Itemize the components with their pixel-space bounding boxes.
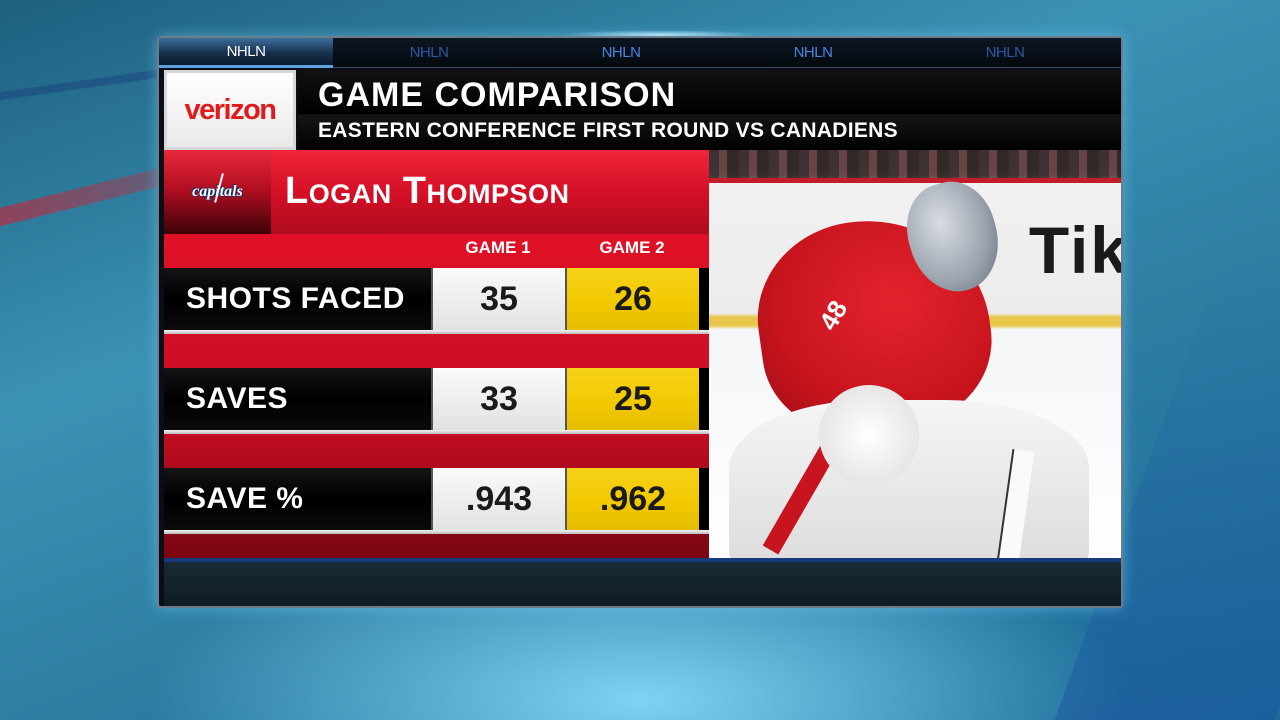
stat-game1-value: .943 <box>431 468 565 530</box>
stat-row-save-pct: SAVE % .943 .962 <box>164 468 709 534</box>
row-end-cap <box>699 368 709 430</box>
stat-label: SAVE % <box>164 468 431 530</box>
team-logo-box: capitals <box>164 150 271 234</box>
row-divider <box>164 530 709 534</box>
bottom-accent-line <box>164 558 1121 562</box>
header-bar: GAME COMPARISON EASTERN CONFERENCE FIRST… <box>298 70 1121 150</box>
network-tab-4[interactable]: NHLN <box>793 44 833 61</box>
photo-board-top <box>709 178 1121 183</box>
goalie-glove <box>819 385 919 485</box>
network-tab-5[interactable]: NHLN <box>985 44 1025 61</box>
player-name-bar: Logan Thompson <box>271 150 709 234</box>
stat-label: SAVES <box>164 368 431 430</box>
stat-game2-value: 26 <box>565 268 699 330</box>
network-tab-bar: NHLN NHLN NHLN NHLN NHLN <box>159 37 1121 68</box>
row-end-cap <box>699 268 709 330</box>
stat-game1-value: 33 <box>431 368 565 430</box>
stat-game1-value: 35 <box>431 268 565 330</box>
page-title: GAME COMPARISON <box>318 76 677 114</box>
row-divider <box>164 430 709 434</box>
network-tab-2[interactable]: NHLN <box>409 44 449 61</box>
sponsor-name: verizon <box>184 93 277 126</box>
network-tab-1[interactable]: NHLN <box>159 37 333 68</box>
stat-game2-value: 25 <box>565 368 699 430</box>
player-name: Logan Thompson <box>285 170 570 212</box>
network-tab-3[interactable]: NHLN <box>601 44 641 61</box>
stat-row-saves: SAVES 33 25 <box>164 368 709 434</box>
column-header-game-2: GAME 2 <box>599 238 665 257</box>
photo-board-text: Tik <box>1028 213 1121 287</box>
game-comparison-panel: NHLN NHLN NHLN NHLN NHLN verizon GAME CO… <box>157 36 1123 608</box>
sponsor-logo: verizon <box>164 70 296 150</box>
column-header-game-1: GAME 1 <box>465 238 531 257</box>
player-photo: Tik 48 <box>709 150 1121 558</box>
row-end-cap <box>699 468 709 530</box>
stats-table: GAME 1 GAME 2 SHOTS FACED 35 26 SAVES 33… <box>164 234 709 558</box>
stat-row-shots-faced: SHOTS FACED 35 26 <box>164 268 709 334</box>
stat-label: SHOTS FACED <box>164 268 431 330</box>
row-divider <box>164 330 709 334</box>
page-subtitle: EASTERN CONFERENCE FIRST ROUND VS CANADI… <box>318 119 898 142</box>
bottom-bar <box>164 562 1121 606</box>
capitals-logo-icon: capitals <box>192 183 243 200</box>
stat-game2-value: .962 <box>565 468 699 530</box>
photo-crowd <box>709 150 1121 178</box>
top-glow <box>560 30 760 40</box>
